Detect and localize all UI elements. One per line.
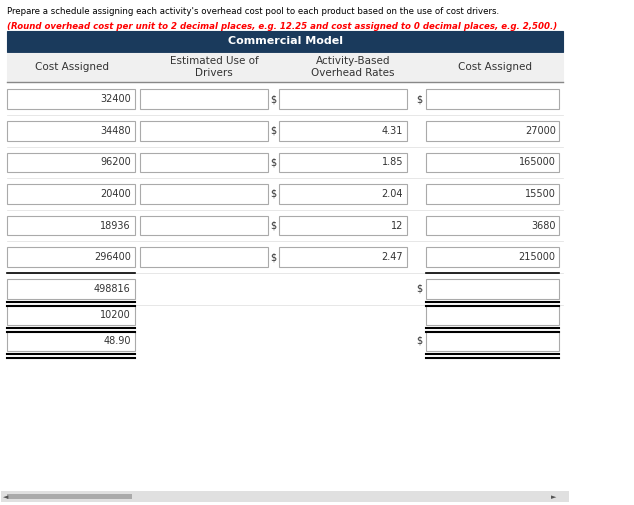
Text: Commercial Model: Commercial Model [228, 36, 342, 46]
Text: 1.85: 1.85 [382, 158, 403, 167]
Text: 296400: 296400 [94, 252, 131, 262]
FancyBboxPatch shape [426, 184, 559, 204]
Text: $: $ [417, 284, 422, 294]
Text: 18936: 18936 [100, 221, 131, 231]
FancyBboxPatch shape [280, 216, 407, 235]
Text: $: $ [270, 221, 276, 231]
Text: $: $ [270, 94, 276, 104]
Text: $: $ [417, 94, 422, 104]
Text: 215000: 215000 [519, 252, 556, 262]
Text: Cost Assigned: Cost Assigned [458, 62, 532, 72]
FancyBboxPatch shape [426, 121, 559, 140]
FancyBboxPatch shape [7, 305, 135, 325]
FancyBboxPatch shape [426, 279, 559, 299]
FancyBboxPatch shape [140, 247, 268, 267]
Text: Activity-Based
Overhead Rates: Activity-Based Overhead Rates [311, 57, 395, 78]
FancyBboxPatch shape [7, 247, 135, 267]
Text: 12: 12 [391, 221, 403, 231]
Text: 2.47: 2.47 [382, 252, 403, 262]
FancyBboxPatch shape [426, 331, 559, 351]
FancyBboxPatch shape [426, 247, 559, 267]
Text: 4.31: 4.31 [382, 126, 403, 136]
Text: 20400: 20400 [100, 189, 131, 199]
FancyBboxPatch shape [7, 53, 563, 82]
FancyBboxPatch shape [7, 30, 563, 52]
FancyBboxPatch shape [426, 305, 559, 325]
FancyBboxPatch shape [426, 216, 559, 235]
FancyBboxPatch shape [140, 153, 268, 172]
Text: 2.04: 2.04 [382, 189, 403, 199]
Text: ►: ► [551, 493, 556, 499]
FancyBboxPatch shape [280, 89, 407, 109]
Text: Prepare a schedule assigning each activity's overhead cost pool to each product : Prepare a schedule assigning each activi… [7, 8, 499, 17]
FancyBboxPatch shape [140, 121, 268, 140]
FancyBboxPatch shape [280, 184, 407, 204]
FancyBboxPatch shape [7, 184, 135, 204]
Text: Cost Assigned: Cost Assigned [36, 62, 109, 72]
Text: 48.90: 48.90 [103, 336, 131, 346]
FancyBboxPatch shape [280, 121, 407, 140]
Text: 3680: 3680 [531, 221, 556, 231]
FancyBboxPatch shape [140, 216, 268, 235]
Text: $: $ [270, 252, 276, 262]
Text: 96200: 96200 [100, 158, 131, 167]
Text: 15500: 15500 [525, 189, 556, 199]
FancyBboxPatch shape [7, 153, 135, 172]
Text: $: $ [270, 126, 276, 136]
Text: $: $ [270, 158, 276, 167]
Text: Estimated Use of
Drivers: Estimated Use of Drivers [170, 57, 259, 78]
Text: 498816: 498816 [94, 284, 131, 294]
Text: 10200: 10200 [100, 310, 131, 320]
FancyBboxPatch shape [1, 491, 569, 502]
FancyBboxPatch shape [140, 89, 268, 109]
Text: 165000: 165000 [519, 158, 556, 167]
FancyBboxPatch shape [7, 494, 132, 499]
Text: $: $ [270, 189, 276, 199]
Text: 34480: 34480 [100, 126, 131, 136]
FancyBboxPatch shape [7, 331, 135, 351]
Text: ◄: ◄ [3, 493, 8, 499]
FancyBboxPatch shape [140, 184, 268, 204]
FancyBboxPatch shape [426, 153, 559, 172]
Text: 27000: 27000 [525, 126, 556, 136]
Text: 32400: 32400 [100, 94, 131, 104]
Text: $: $ [417, 336, 422, 346]
FancyBboxPatch shape [280, 247, 407, 267]
FancyBboxPatch shape [7, 89, 135, 109]
FancyBboxPatch shape [7, 216, 135, 235]
FancyBboxPatch shape [426, 89, 559, 109]
Text: (Round overhead cost per unit to 2 decimal places, e.g. 12.25 and cost assigned : (Round overhead cost per unit to 2 decim… [7, 23, 557, 31]
FancyBboxPatch shape [7, 279, 135, 299]
FancyBboxPatch shape [7, 121, 135, 140]
FancyBboxPatch shape [280, 153, 407, 172]
